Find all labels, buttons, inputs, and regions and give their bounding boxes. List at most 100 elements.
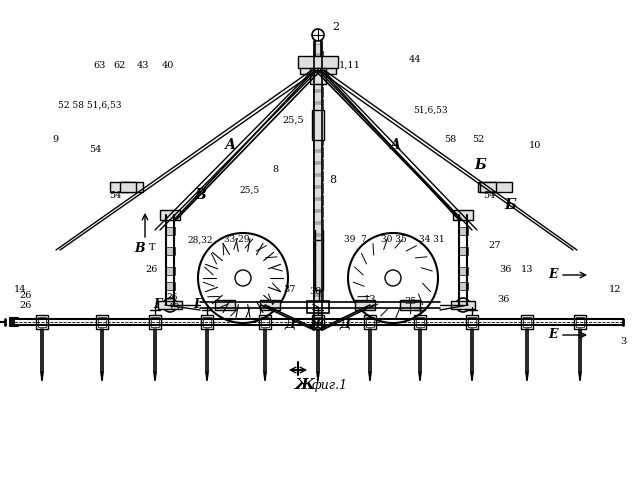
Text: 26: 26: [20, 290, 32, 300]
Text: 8: 8: [329, 175, 337, 185]
Bar: [313, 51, 323, 61]
Bar: [458, 282, 468, 290]
Text: 8: 8: [272, 166, 278, 174]
Text: Ж: Ж: [310, 318, 326, 332]
Bar: [314, 224, 322, 234]
Bar: [307, 301, 329, 313]
Bar: [458, 227, 468, 235]
Bar: [458, 247, 468, 255]
Bar: [314, 44, 322, 54]
Bar: [314, 140, 322, 150]
Bar: [314, 296, 322, 306]
Bar: [314, 188, 322, 198]
Text: 54: 54: [109, 190, 121, 200]
Bar: [314, 116, 322, 126]
Text: 36: 36: [499, 266, 511, 274]
Bar: [313, 267, 323, 277]
Text: 63: 63: [94, 60, 106, 70]
Bar: [313, 66, 323, 74]
Bar: [313, 231, 323, 241]
Bar: [416, 317, 424, 327]
Text: 54: 54: [483, 190, 495, 200]
Bar: [165, 247, 175, 255]
Bar: [313, 303, 323, 313]
Bar: [314, 80, 322, 90]
Text: В: В: [135, 242, 146, 254]
Text: 58: 58: [444, 136, 456, 144]
Bar: [313, 135, 323, 145]
Bar: [366, 317, 374, 327]
Bar: [201, 315, 213, 329]
Text: 36: 36: [166, 294, 178, 302]
Bar: [523, 317, 531, 327]
Bar: [38, 317, 46, 327]
Bar: [314, 176, 322, 186]
Text: Б: Б: [474, 158, 486, 172]
Bar: [451, 301, 475, 309]
Bar: [313, 315, 323, 325]
Bar: [36, 315, 48, 329]
Text: 10: 10: [529, 140, 541, 149]
Text: Д: Д: [284, 318, 296, 332]
Text: 36: 36: [497, 296, 509, 304]
Text: 14: 14: [14, 286, 26, 294]
Bar: [314, 260, 322, 270]
Bar: [314, 128, 322, 138]
Text: Г: Г: [154, 298, 162, 312]
Text: 12: 12: [609, 286, 621, 294]
Bar: [312, 110, 324, 140]
Bar: [98, 317, 106, 327]
Bar: [313, 207, 323, 217]
Bar: [315, 240, 323, 290]
Text: 27: 27: [489, 240, 501, 250]
Text: Е: Е: [548, 328, 558, 342]
Text: Т: Т: [149, 244, 155, 252]
Bar: [313, 195, 323, 205]
Text: А: А: [389, 138, 401, 152]
Bar: [355, 300, 375, 310]
Bar: [261, 317, 269, 327]
Text: 13: 13: [364, 296, 376, 304]
Bar: [314, 212, 322, 222]
Bar: [313, 87, 323, 97]
Text: 13: 13: [521, 266, 533, 274]
Text: 38: 38: [309, 288, 321, 296]
Bar: [414, 315, 426, 329]
Bar: [160, 210, 180, 220]
Bar: [314, 68, 322, 78]
Text: 1,11: 1,11: [339, 60, 361, 70]
Bar: [151, 317, 159, 327]
Bar: [466, 315, 478, 329]
Bar: [149, 315, 161, 329]
Bar: [313, 219, 323, 229]
Bar: [314, 152, 322, 162]
Bar: [324, 66, 336, 74]
Text: 9: 9: [52, 136, 58, 144]
Bar: [313, 63, 323, 73]
Text: 39  7: 39 7: [344, 236, 367, 244]
Text: В: В: [194, 188, 206, 202]
Text: 2: 2: [332, 22, 339, 32]
Bar: [313, 111, 323, 121]
Bar: [478, 182, 496, 192]
Text: 26: 26: [146, 266, 158, 274]
Bar: [203, 317, 211, 327]
Text: 25,5: 25,5: [282, 116, 304, 124]
Text: 54: 54: [89, 146, 101, 154]
Bar: [260, 300, 280, 310]
Bar: [576, 317, 584, 327]
Bar: [215, 300, 235, 310]
Bar: [314, 248, 322, 258]
Text: А: А: [224, 138, 235, 152]
Text: 51,6,53: 51,6,53: [413, 106, 448, 114]
Text: Д: Д: [339, 318, 351, 332]
Text: 52: 52: [472, 136, 484, 144]
Bar: [313, 171, 323, 181]
Bar: [120, 182, 136, 192]
Bar: [165, 282, 175, 290]
Bar: [313, 255, 323, 265]
Bar: [468, 317, 476, 327]
Text: 43: 43: [137, 60, 149, 70]
Text: 52 58 51,6,53: 52 58 51,6,53: [58, 100, 122, 110]
Bar: [313, 291, 323, 301]
